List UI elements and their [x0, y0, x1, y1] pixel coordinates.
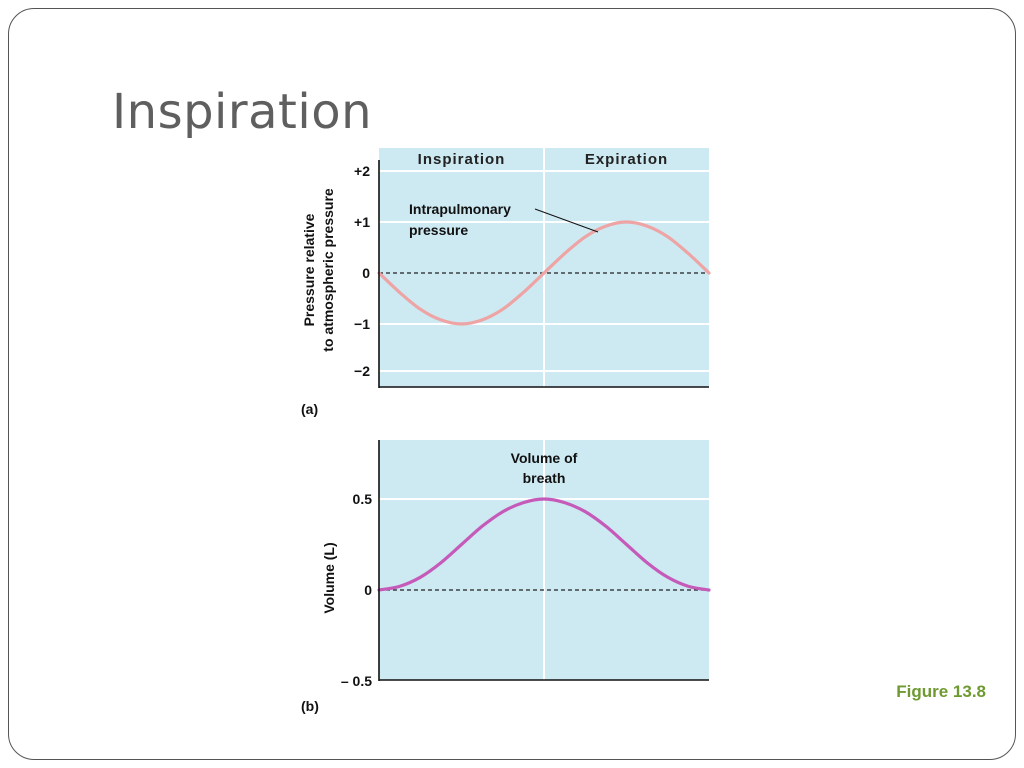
intrapulmonary-label-line-2: pressure: [409, 222, 468, 238]
panel-a-y-ticks: +2 +1 0 −1 −2: [354, 163, 370, 379]
volume-label-line-1: Volume of: [511, 450, 578, 466]
panel-a-tick-label: 0: [362, 265, 370, 281]
volume-of-breath-curve: [377, 497, 711, 592]
panel-a-tick-label: −2: [354, 363, 370, 379]
panel-a-y-axis-label-line-1: Pressure relative: [301, 213, 317, 326]
intrapulmonary-leader-line: [534, 208, 599, 233]
panel-a-pressure-chart: +2 +1 0 −1 −2 Inspiration Expiration Intrapu…: [301, 148, 711, 417]
slide-title: Inspiration: [112, 84, 372, 140]
volume-label-line-2: breath: [523, 470, 566, 486]
phase-label-inspiration: Inspiration: [418, 151, 506, 168]
intrapulmonary-pressure-curve: [377, 220, 711, 326]
panel-b-label: (b): [301, 698, 319, 714]
panel-b-tick-label: 0.5: [353, 491, 373, 507]
panel-a-label: (a): [301, 401, 318, 417]
panel-a-tick-label: −1: [354, 316, 370, 332]
panel-b-y-ticks: 0.5 0 – 0.5: [341, 491, 372, 689]
panel-b-tick-label: 0: [364, 582, 372, 598]
panel-a-tick-label: +1: [354, 214, 370, 230]
figure-caption: Figure 13.8: [896, 682, 986, 701]
panel-b-tick-label: – 0.5: [341, 673, 372, 689]
intrapulmonary-label-line-1: Intrapulmonary: [409, 201, 511, 217]
panel-b-volume-chart: 0.5 0 – 0.5 Volume of breath Volume (L) (b…: [301, 440, 711, 714]
panel-a-tick-label: +2: [354, 163, 370, 179]
phase-label-expiration: Expiration: [585, 151, 668, 168]
panel-a-y-axis-label-line-2: to atmospheric pressure: [320, 188, 336, 352]
panel-b-y-axis-label: Volume (L): [321, 542, 337, 613]
